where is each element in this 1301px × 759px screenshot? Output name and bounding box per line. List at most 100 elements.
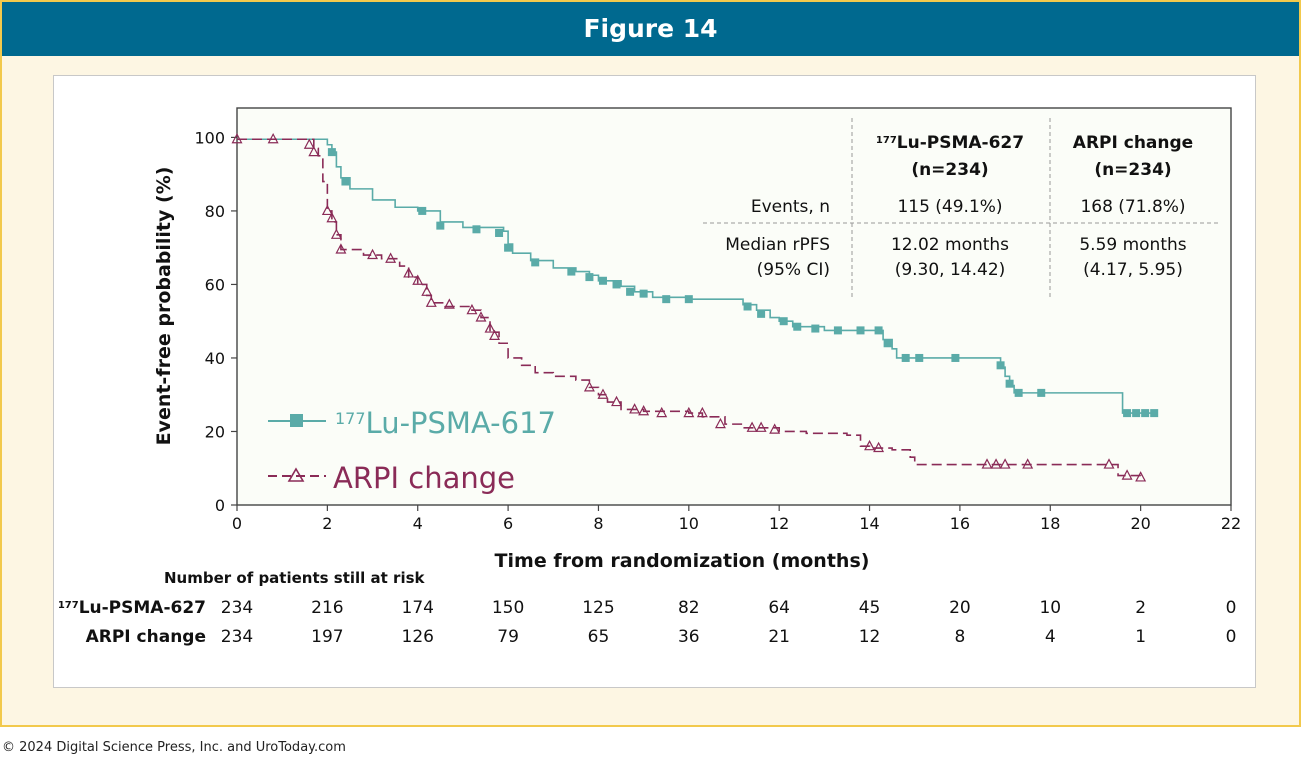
x-tick-label: 10 <box>679 514 699 533</box>
censor-marker-lu <box>1132 409 1141 418</box>
at-risk-title: Number of patients still at risk <box>164 569 426 587</box>
legend: 177Lu-PSMA-617 ARPI change <box>268 406 556 495</box>
at-risk-value: 174 <box>402 598 434 618</box>
legend-marker-lu <box>290 414 303 427</box>
censor-marker-arpi <box>769 423 781 434</box>
at-risk-value: 125 <box>582 598 614 618</box>
at-risk-value: 64 <box>768 598 790 618</box>
at-risk-value: 10 <box>1039 598 1061 618</box>
y-tick-label: 60 <box>205 275 225 294</box>
x-tick-label: 0 <box>232 514 242 533</box>
y-tick-label: 80 <box>205 202 225 221</box>
censor-marker-arpi <box>597 388 609 399</box>
at-risk-value: 79 <box>497 627 519 647</box>
censor-marker-lu <box>856 326 865 335</box>
censor-marker-lu <box>915 353 924 362</box>
censor-marker-lu <box>662 295 671 304</box>
at-risk-value: 20 <box>949 598 971 618</box>
censor-marker-arpi <box>1103 458 1115 469</box>
censor-marker-lu <box>341 177 350 186</box>
censor-marker-lu <box>811 324 820 333</box>
at-risk-value: 1 <box>1135 627 1146 647</box>
x-tick-label: 18 <box>1040 514 1060 533</box>
censor-marker-arpi <box>611 395 623 407</box>
at-risk-value: 234 <box>221 598 253 618</box>
censor-marker-lu <box>1141 409 1150 418</box>
censor-marker-arpi <box>475 311 487 322</box>
copyright-credit: © 2024 Digital Science Press, Inc. and U… <box>2 740 346 755</box>
censor-marker-arpi <box>990 458 1002 469</box>
table-row-events-arpi: 168 (71.8%) <box>1080 197 1185 217</box>
censor-marker-lu <box>504 243 513 252</box>
censor-marker-arpi <box>484 322 496 333</box>
censor-marker-lu <box>883 339 892 348</box>
table-row-median-lu-ci: (9.30, 14.42) <box>895 260 1006 280</box>
table-row-events-label: Events, n <box>751 197 830 217</box>
at-risk-value: 234 <box>221 627 253 647</box>
censor-marker-arpi <box>412 274 424 285</box>
censor-marker-arpi <box>466 303 478 315</box>
censor-marker-lu <box>436 221 445 230</box>
x-tick-label: 16 <box>950 514 970 533</box>
censor-marker-lu <box>612 280 621 289</box>
censor-marker-arpi <box>335 243 347 254</box>
censor-marker-arpi <box>231 132 243 144</box>
censor-marker-arpi <box>1121 469 1133 480</box>
legend-item-arpi: ARPI change <box>268 461 515 495</box>
censor-marker-arpi <box>403 267 415 278</box>
censor-marker-arpi <box>696 406 708 418</box>
legend-label-lu: 177Lu-PSMA-617 <box>335 406 556 440</box>
censor-marker-lu <box>684 295 693 304</box>
at-risk-value: 126 <box>402 627 434 647</box>
inset-table: 177Lu-PSMA-627 (n=234) ARPI change (n=23… <box>703 118 1218 300</box>
censor-marker-arpi <box>1135 471 1147 482</box>
at-risk-value: 12 <box>859 627 881 647</box>
axes: 0 2 4 6 8 10 12 14 16 18 20 22 0 20 40 60 80 100 <box>194 128 1241 533</box>
x-tick-label: 8 <box>593 514 603 533</box>
censor-marker-arpi <box>629 403 641 414</box>
censor-marker-lu <box>585 273 594 282</box>
censor-marker-lu <box>495 228 504 237</box>
censor-marker-arpi <box>267 132 279 144</box>
at-risk-table: Number of patients still at risk 177Lu-P… <box>58 569 1237 647</box>
censor-marker-arpi <box>303 138 315 149</box>
at-risk-value: 36 <box>678 627 700 647</box>
x-tick-label: 22 <box>1221 514 1241 533</box>
x-tick-label: 6 <box>503 514 513 533</box>
at-risk-row-label-lu: 177Lu-PSMA-627 <box>58 598 206 618</box>
censor-marker-lu <box>793 322 802 331</box>
at-risk-value: 65 <box>588 627 610 647</box>
censor-marker-arpi <box>746 421 758 432</box>
at-risk-value: 0 <box>1226 627 1237 647</box>
censor-marker-arpi <box>367 248 379 260</box>
censor-marker-arpi <box>321 204 333 216</box>
censor-marker-lu <box>743 302 752 311</box>
censor-marker-lu <box>901 353 910 362</box>
at-risk-value: 197 <box>311 627 343 647</box>
censor-marker-lu <box>833 326 842 335</box>
x-axis-label: Time from randomization (months) <box>495 550 870 572</box>
censor-marker-lu <box>1005 379 1014 388</box>
censor-marker-lu <box>598 276 607 285</box>
censor-marker-arpi <box>864 439 876 451</box>
censor-marker-arpi <box>583 381 595 392</box>
table-header-lu: 177Lu-PSMA-627 <box>876 133 1024 153</box>
censor-marker-arpi <box>489 329 501 341</box>
censor-marker-arpi <box>425 296 437 307</box>
at-risk-value: 82 <box>678 598 700 618</box>
table-row-events-lu: 115 (49.1%) <box>897 197 1002 217</box>
x-tick-label: 2 <box>322 514 332 533</box>
y-tick-label: 40 <box>205 349 225 368</box>
censor-marker-lu <box>779 317 788 326</box>
censor-marker-arpi <box>873 441 885 453</box>
at-risk-value: 21 <box>768 627 790 647</box>
table-header-lu-n: (n=234) <box>911 160 988 180</box>
censor-marker-lu <box>757 309 766 318</box>
at-risk-value: 2 <box>1135 598 1146 618</box>
censor-marker-arpi <box>638 404 650 416</box>
at-risk-value: 0 <box>1226 598 1237 618</box>
at-risk-value: 150 <box>492 598 524 618</box>
censor-marker-arpi <box>421 285 433 296</box>
table-row-median-ci-label: (95% CI) <box>757 260 830 280</box>
x-tick-label: 20 <box>1130 514 1150 533</box>
